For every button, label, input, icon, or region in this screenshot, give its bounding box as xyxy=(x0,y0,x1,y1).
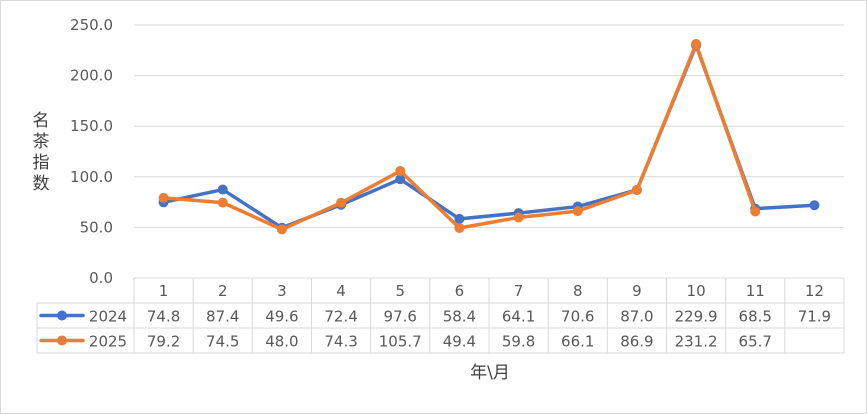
data-table-value: 68.5 xyxy=(739,308,772,326)
y-axis-title-char: 数 xyxy=(33,174,50,194)
y-axis-title-char: 名 xyxy=(33,111,50,131)
data-table-value: 87.4 xyxy=(206,308,239,326)
x-tick-label: 11 xyxy=(746,282,765,300)
data-table-value: 72.4 xyxy=(324,308,357,326)
data-point-2025 xyxy=(276,224,287,235)
data-point-2024 xyxy=(454,213,465,224)
data-table-value: 105.7 xyxy=(379,333,422,351)
data-table-value: 70.6 xyxy=(561,308,594,326)
data-point-2025 xyxy=(395,166,406,177)
x-tick-label: 8 xyxy=(573,282,583,300)
data-table-value: 231.2 xyxy=(675,333,718,351)
data-point-2025 xyxy=(336,197,347,208)
data-point-2025 xyxy=(572,206,583,217)
data-table-value: 66.1 xyxy=(561,333,594,351)
x-tick-label: 3 xyxy=(277,282,287,300)
data-table-value: 49.4 xyxy=(443,333,476,351)
x-tick-label: 1 xyxy=(159,282,169,300)
y-tick-label: 50.0 xyxy=(80,218,113,236)
data-table-value: 86.9 xyxy=(620,333,653,351)
data-table-value: 87.0 xyxy=(620,308,653,326)
y-tick-label: 150.0 xyxy=(70,117,113,135)
y-tick-label: 200.0 xyxy=(70,67,113,85)
x-axis-title: 年\月 xyxy=(470,363,510,383)
y-axis-title-char: 茶 xyxy=(33,132,50,152)
data-point-2025 xyxy=(217,197,228,208)
series-line-2024 xyxy=(161,43,817,230)
x-tick-label: 7 xyxy=(514,282,524,300)
legend-label: 2025 xyxy=(89,333,127,351)
data-table-value: 74.5 xyxy=(206,333,239,351)
data-table-value: 71.9 xyxy=(798,308,831,326)
y-tick-label: 0.0 xyxy=(89,269,113,287)
data-table-value: 49.6 xyxy=(265,308,298,326)
data-point-2025 xyxy=(513,212,524,223)
data-table-value: 64.1 xyxy=(502,308,535,326)
data-point-2024 xyxy=(395,174,406,185)
y-tick-label: 250.0 xyxy=(70,16,113,34)
data-table-value: 74.3 xyxy=(324,333,357,351)
data-table-value: 79.2 xyxy=(147,333,180,351)
legend-label: 2024 xyxy=(89,308,127,326)
data-point-2025 xyxy=(691,39,702,50)
data-table-value: 58.4 xyxy=(443,308,476,326)
data-point-2025 xyxy=(158,192,169,203)
data-point-2024 xyxy=(809,200,820,211)
data-table-value: 48.0 xyxy=(265,333,298,351)
x-tick-label: 2 xyxy=(218,282,228,300)
x-tick-label: 9 xyxy=(632,282,642,300)
legend-marker-2024 xyxy=(57,310,67,321)
data-table-value: 59.8 xyxy=(502,333,535,351)
data-table-value: 97.6 xyxy=(384,308,417,326)
x-tick-label: 10 xyxy=(687,282,706,300)
x-tick-label: 4 xyxy=(336,282,346,300)
data-table-value: 229.9 xyxy=(675,308,718,326)
x-tick-label: 12 xyxy=(805,282,824,300)
data-table-value: 65.7 xyxy=(739,333,772,351)
y-tick-label: 100.0 xyxy=(70,168,113,186)
data-point-2025 xyxy=(750,206,761,217)
data-table-value: 74.8 xyxy=(147,308,180,326)
data-point-2025 xyxy=(631,185,642,196)
data-point-2025 xyxy=(454,223,465,234)
x-tick-label: 6 xyxy=(455,282,465,300)
data-point-2024 xyxy=(217,184,228,195)
x-tick-label: 5 xyxy=(395,282,405,300)
series-line-2025 xyxy=(161,42,757,232)
y-axis-title-char: 指 xyxy=(33,153,50,173)
legend-marker-2025 xyxy=(57,335,67,346)
